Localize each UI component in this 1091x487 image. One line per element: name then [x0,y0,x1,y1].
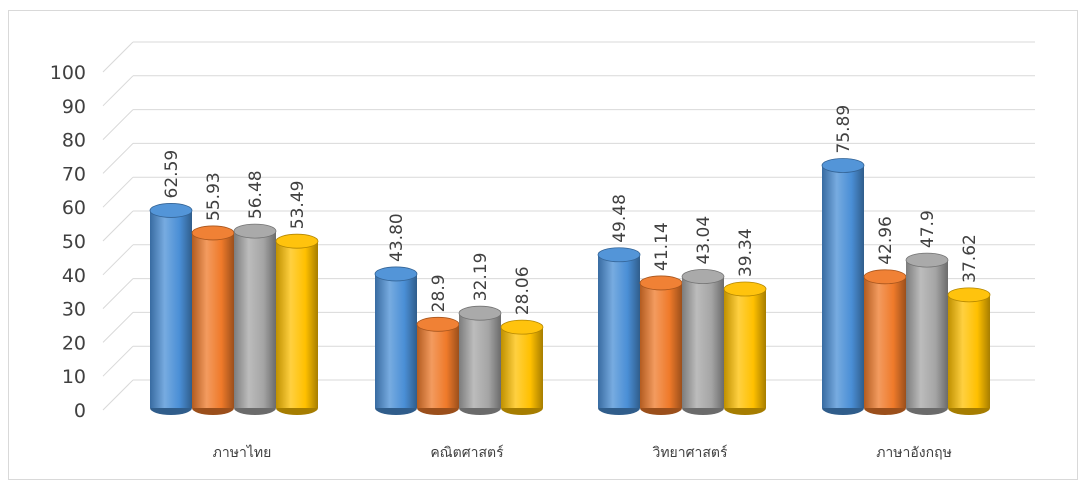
bar [724,289,766,408]
bar-top [681,269,725,284]
y-tick-label: 20 [62,332,86,354]
bar [948,294,990,408]
x-tick-label: ภาษาไทย [213,444,272,461]
bar-top [723,281,767,297]
bar [276,241,318,408]
bar [150,210,192,408]
y-tick-label: 70 [62,163,86,185]
data-label: 47.9 [918,210,938,248]
gridline-diagonal [102,379,134,411]
data-label: 55.93 [204,172,224,221]
data-label: 37.62 [960,234,980,283]
gridline-diagonal [102,176,134,208]
y-tick-label: 0 [74,400,86,422]
bar [640,282,682,408]
bar-top [233,223,277,239]
data-label: 43.04 [694,216,714,265]
bar-top [191,225,235,241]
data-label: 62.59 [162,150,182,199]
gridline-diagonal [102,143,134,174]
y-tick-label: 40 [62,265,86,287]
bar-top [416,316,460,332]
gridline-diagonal [102,278,134,309]
bar [375,273,417,408]
data-label: 56.48 [246,170,266,219]
gridline-diagonal [102,244,134,276]
bar [598,254,640,408]
data-label: 75.89 [834,105,854,154]
data-label: 41.14 [652,222,672,271]
x-tick-label: คณิตศาสตร์ [430,444,504,461]
x-tick-label: ภาษาอังกฤษ [876,445,952,461]
y-tick-label: 100 [50,62,86,84]
y-tick-label: 90 [62,96,86,118]
gridline-diagonal [102,41,134,73]
gridline-diagonal [102,109,134,140]
bar-top [639,275,683,291]
bar [864,276,906,408]
y-tick-label: 60 [62,197,86,219]
data-label: 53.49 [288,181,308,230]
data-label: 28.9 [429,274,449,312]
gridline-diagonal [102,312,134,343]
y-tick-label: 30 [62,299,86,321]
bar [192,232,234,408]
bar-top [597,247,641,263]
bar-top [863,269,907,285]
bar-top [275,233,319,249]
bar [459,313,501,408]
bar-top [821,158,865,173]
y-tick-label: 10 [62,366,86,388]
data-label: 39.34 [736,228,756,277]
bar-top [149,203,193,218]
y-tick-label: 80 [62,130,86,152]
data-label: 43.80 [387,213,407,262]
x-tick-label: วิทยาศาสตร์ [652,444,728,461]
data-label: 32.19 [471,253,491,302]
gridline-diagonal [102,210,134,242]
bar-top [458,305,502,321]
bar-top [500,319,544,335]
bar-top [374,266,418,282]
data-label: 42.96 [876,216,896,265]
bar-top [905,252,949,268]
bar [682,276,724,408]
data-label: 28.06 [513,266,533,315]
bar [501,327,543,408]
y-tick-label: 50 [62,231,86,253]
bar [906,260,948,408]
bar [234,231,276,408]
bar [822,165,864,408]
gridline-diagonal [102,75,134,107]
bar-top [947,287,991,303]
gridline-diagonal [102,345,134,377]
data-label: 49.48 [610,194,630,243]
bar [417,324,459,408]
